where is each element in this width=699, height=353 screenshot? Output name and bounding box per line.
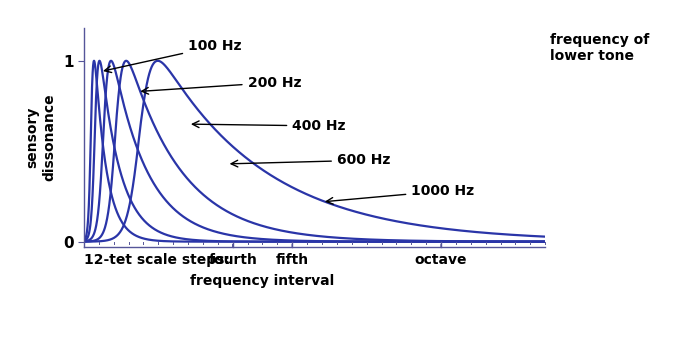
Y-axis label: sensory
dissonance: sensory dissonance	[26, 94, 56, 181]
Text: 12-tet scale steps:: 12-tet scale steps:	[84, 252, 230, 267]
Text: fifth: fifth	[275, 252, 309, 267]
Text: fourth: fourth	[208, 252, 257, 267]
Text: 400 Hz: 400 Hz	[192, 119, 346, 133]
Text: 100 Hz: 100 Hz	[104, 39, 242, 72]
Text: 1000 Hz: 1000 Hz	[326, 184, 475, 204]
Text: frequency interval: frequency interval	[190, 274, 335, 288]
Text: frequency of
lower tone: frequency of lower tone	[550, 32, 649, 63]
Text: 200 Hz: 200 Hz	[142, 76, 301, 94]
Text: 600 Hz: 600 Hz	[231, 153, 390, 167]
Text: octave: octave	[415, 252, 468, 267]
